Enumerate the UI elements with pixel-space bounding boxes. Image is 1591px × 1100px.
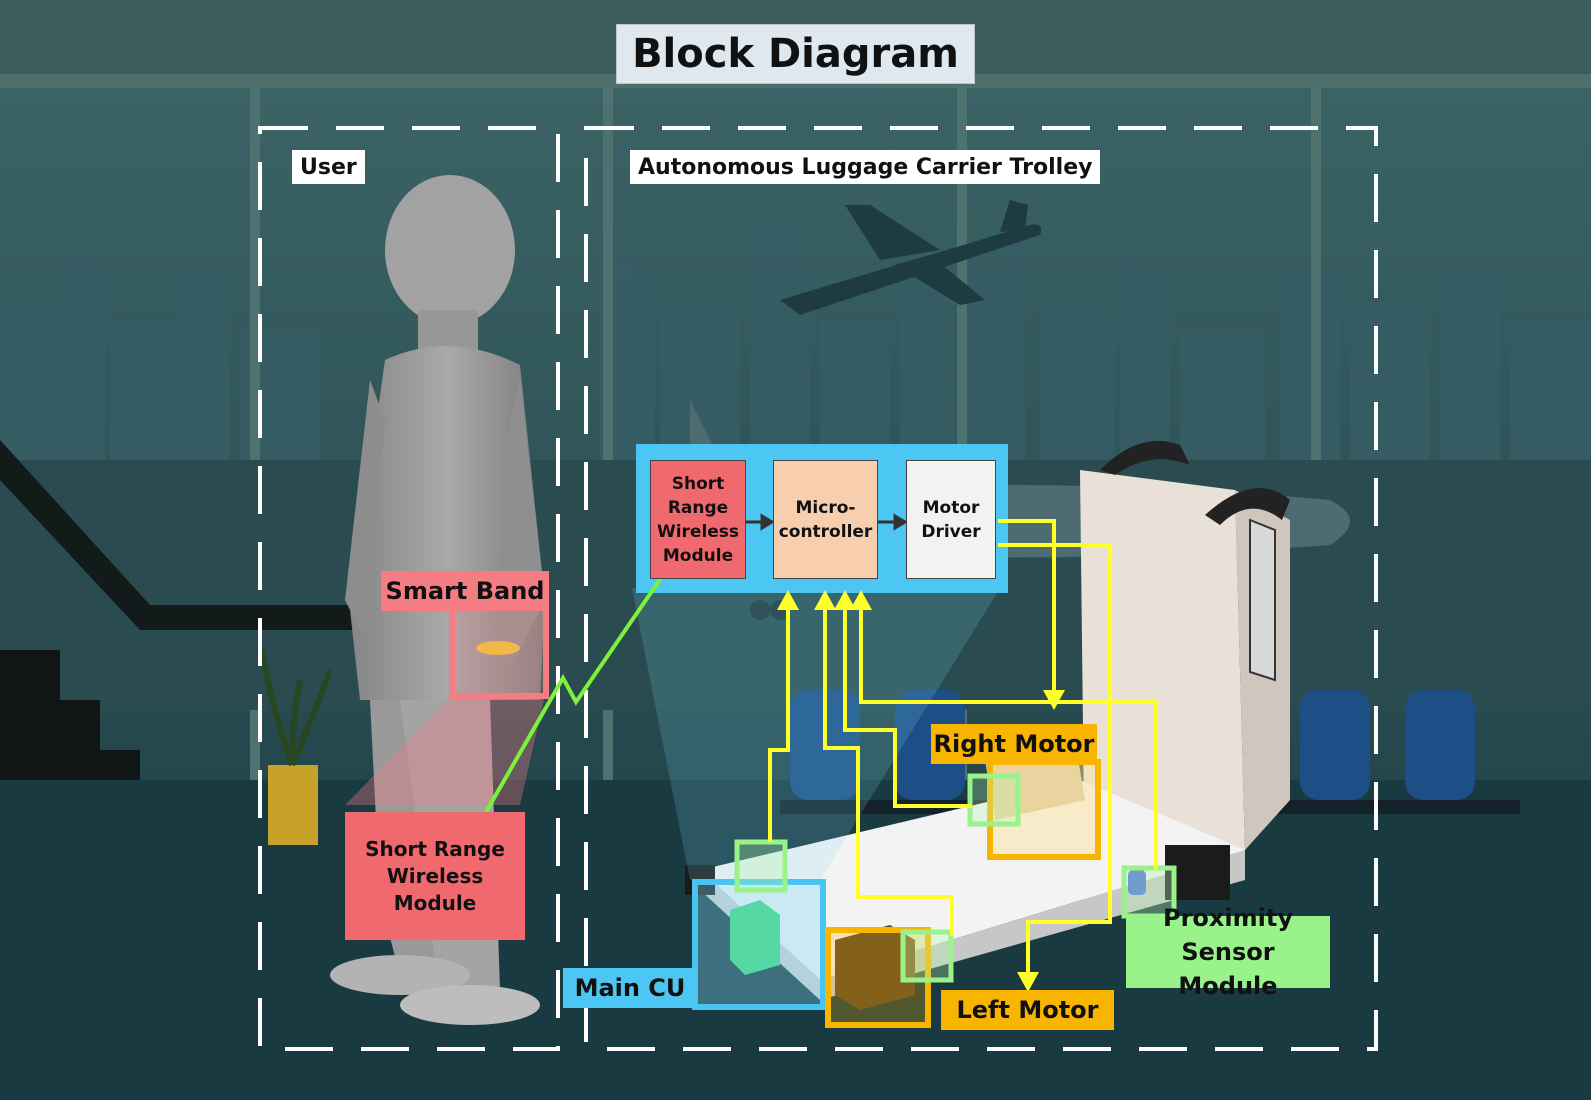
- section-label-user: User: [292, 150, 365, 184]
- block-band-wireless-module: Short Range Wireless Module: [345, 812, 525, 940]
- block-short-range-wireless-module: Short Range Wireless Module: [650, 460, 746, 579]
- callout-right-motor: Right Motor: [931, 724, 1097, 764]
- group-border-trolley: [584, 126, 1378, 1051]
- callout-smart-band: Smart Band: [381, 571, 549, 611]
- smart-band-zoom-funnel: [345, 695, 545, 805]
- signal-lines: [768, 519, 1158, 975]
- main-cu-zoom-funnel: [632, 588, 1000, 880]
- airplane-flying-icon: [780, 200, 1042, 315]
- block-motor-driver: Motor Driver: [906, 460, 996, 579]
- sensor-highlight-front: [734, 839, 788, 893]
- wristband-icon: [476, 641, 520, 655]
- section-label-trolley: Autonomous Luggage Carrier Trolley: [630, 150, 1101, 184]
- block-arrows: [744, 513, 908, 531]
- group-border-user: [258, 126, 560, 1051]
- escalator: [0, 440, 390, 630]
- wireless-link-line: [484, 576, 663, 813]
- smart-band-highlight: [449, 599, 549, 699]
- page-title: Block Diagram: [616, 24, 975, 84]
- callout-proximity-sensor-module: Proximity Sensor Module: [1126, 904, 1330, 1000]
- main-cu-board-icon: [730, 900, 780, 975]
- sensor-highlight-right: [967, 773, 1021, 827]
- right-motor-highlight: [987, 759, 1101, 860]
- sensor-highlight-left: [900, 929, 954, 983]
- main-cu-highlight: [692, 879, 826, 1010]
- callout-left-motor: Left Motor: [941, 990, 1114, 1030]
- signal-arrowheads: [777, 590, 1065, 992]
- callout-main-cu: Main CU: [563, 968, 697, 1008]
- block-microcontroller: Micro-controller: [773, 460, 878, 579]
- plant-icon: [259, 649, 333, 845]
